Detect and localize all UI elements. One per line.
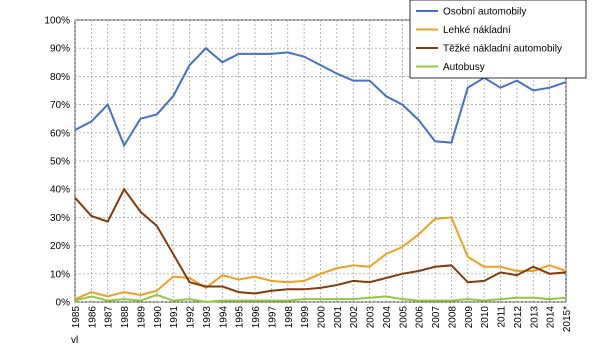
y-tick-label: 80% [50,72,70,83]
legend-label: Autobusy [443,62,485,73]
y-tick-label: 60% [50,128,70,139]
x-tick-label: 2015* [562,306,573,332]
x-tick-label: 2008 [447,306,458,329]
x-tick-label: 2007 [431,306,442,329]
x-tick-label: 1996 [251,306,262,329]
x-tick-label: 2011 [497,306,508,328]
legend-label: Lehké nákladní [443,25,511,36]
x-tick-label: 2009 [464,306,475,329]
x-tick-label: 1988 [120,306,131,329]
x-tick-label: 1997 [267,306,278,329]
x-tick-label: 1992 [186,306,197,329]
x-tick-label: 1986 [87,306,98,329]
y-tick-label: 100% [44,16,70,27]
series-line [74,293,567,304]
x-tick-label: 1993 [202,306,213,329]
x-tick-label: 1994 [218,306,229,329]
legend-box [409,0,587,79]
y-tick-label: 30% [50,213,70,224]
x-tick-label: 1991 [169,306,180,329]
x-tick-label: 2001 [333,306,344,329]
x-tick-label: 2005 [398,306,409,329]
x-tick-label: 2003 [366,306,377,329]
y-tick-label: 50% [50,157,70,168]
y-tick-label: 10% [50,269,70,280]
y-tick-label: 40% [50,185,70,196]
x-tick-label: 2006 [415,306,426,329]
footnote: vl [71,335,78,345]
x-tick-label: 2013 [529,306,540,329]
x-tick-label: 1989 [136,306,147,329]
series-line [74,187,567,295]
y-tick-label: 20% [50,241,70,252]
x-tick-label: 1990 [153,306,164,329]
x-tick-label: 2000 [317,306,328,329]
x-tick-label: 1998 [284,306,295,329]
y-tick-label: 90% [50,44,70,55]
x-tick-label: 2010 [480,306,491,329]
x-tick-label: 1985 [71,306,82,329]
legend-label: Osobní automobily [443,7,526,18]
x-tick-label: 2004 [382,306,393,329]
y-tick-label: 0% [56,298,71,309]
x-tick-label: 2002 [349,306,360,329]
y-tick-label: 70% [50,100,70,111]
legend-label: Těžké nákladní automobily [443,44,562,55]
x-tick-label: 1999 [300,306,311,329]
x-tick-label: 2014 [546,306,557,329]
x-tick-label: 1995 [235,306,246,329]
series-line [74,216,567,301]
x-tick-label: 2012 [513,306,524,329]
x-tick-label: 1987 [104,306,115,329]
